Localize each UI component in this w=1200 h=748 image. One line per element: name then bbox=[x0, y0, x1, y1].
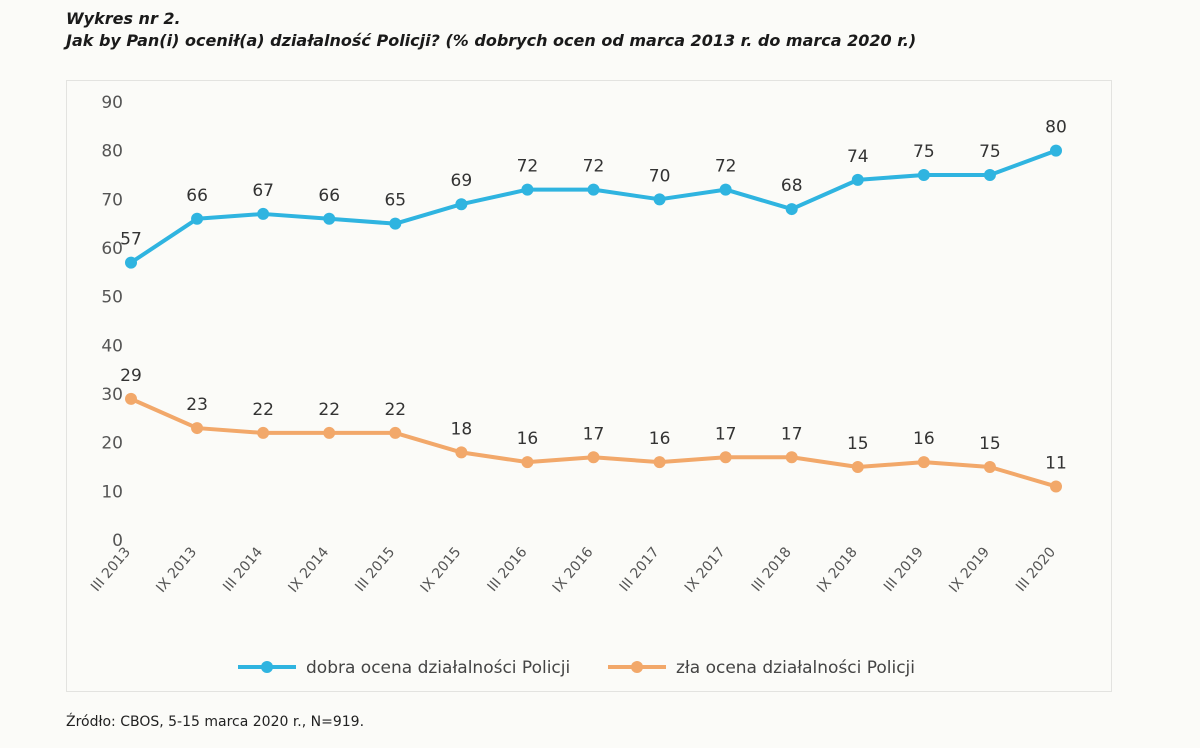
data-point bbox=[521, 183, 534, 196]
data-label: 75 bbox=[913, 142, 935, 162]
legend-label: dobra ocena działalności Policji bbox=[306, 658, 570, 678]
data-label: 75 bbox=[979, 142, 1001, 162]
data-point bbox=[851, 461, 864, 473]
x-tick-label: IX 2018 bbox=[814, 544, 861, 596]
data-label: 11 bbox=[1045, 453, 1067, 473]
chart-heading: Wykres nr 2. Jak by Pan(i) ocenił(a) dzi… bbox=[66, 8, 916, 52]
legend-marker-1 bbox=[261, 661, 273, 673]
x-tick-label: III 2016 bbox=[485, 544, 531, 595]
x-tick-label: IX 2017 bbox=[682, 544, 729, 596]
data-point bbox=[587, 451, 600, 464]
y-tick-label: 90 bbox=[101, 93, 123, 113]
data-label: 22 bbox=[318, 400, 340, 420]
data-label: 17 bbox=[781, 424, 803, 444]
y-tick-label: 10 bbox=[101, 482, 123, 502]
data-point bbox=[719, 451, 732, 464]
x-tick-label: IX 2013 bbox=[153, 544, 200, 596]
data-point bbox=[257, 207, 270, 220]
data-label: 66 bbox=[318, 186, 340, 206]
data-label: 16 bbox=[649, 429, 671, 449]
data-label: 67 bbox=[252, 181, 274, 201]
data-label: 15 bbox=[979, 434, 1001, 454]
x-tick-label: IX 2015 bbox=[418, 544, 465, 596]
data-point bbox=[323, 426, 336, 439]
data-point bbox=[389, 217, 402, 230]
y-tick-label: 70 bbox=[101, 190, 123, 210]
data-label: 16 bbox=[517, 429, 539, 449]
x-tick-label: IX 2014 bbox=[285, 544, 332, 596]
data-point bbox=[653, 456, 666, 469]
data-label: 23 bbox=[186, 395, 208, 415]
source-note: Źródło: CBOS, 5-15 marca 2020 r., N=919. bbox=[66, 714, 365, 730]
data-point bbox=[917, 169, 930, 181]
x-tick-label: III 2014 bbox=[220, 544, 266, 595]
data-label: 72 bbox=[517, 157, 539, 177]
data-label: 74 bbox=[847, 147, 869, 167]
data-point bbox=[455, 198, 468, 211]
x-tick-label: III 2017 bbox=[617, 544, 663, 594]
data-point bbox=[983, 461, 996, 473]
data-point bbox=[587, 183, 600, 196]
data-point bbox=[917, 456, 930, 469]
data-label: 69 bbox=[451, 171, 473, 191]
data-point bbox=[125, 256, 137, 269]
data-label: 18 bbox=[451, 419, 473, 439]
data-point bbox=[257, 426, 270, 439]
y-tick-label: 0 bbox=[112, 531, 123, 551]
x-tick-label: III 2019 bbox=[881, 544, 927, 594]
y-tick-label: 50 bbox=[101, 288, 123, 308]
data-point bbox=[785, 203, 798, 216]
y-tick-label: 60 bbox=[101, 239, 123, 259]
data-point bbox=[653, 193, 666, 206]
x-tick-label: III 2020 bbox=[1013, 544, 1059, 594]
data-label: 17 bbox=[583, 424, 605, 444]
data-point bbox=[455, 446, 468, 459]
data-point bbox=[125, 392, 137, 405]
y-tick-label: 30 bbox=[101, 385, 123, 405]
data-point bbox=[983, 169, 996, 181]
data-label: 29 bbox=[120, 366, 142, 386]
data-label: 57 bbox=[120, 230, 142, 250]
data-label: 72 bbox=[583, 157, 605, 177]
data-label: 70 bbox=[649, 166, 671, 186]
x-tick-label: III 2013 bbox=[88, 544, 134, 594]
data-point bbox=[191, 422, 204, 435]
legend-marker-2 bbox=[631, 661, 643, 673]
data-label: 15 bbox=[847, 434, 869, 454]
data-point bbox=[521, 456, 534, 469]
data-point bbox=[785, 451, 798, 464]
data-point bbox=[191, 212, 204, 225]
data-label: 22 bbox=[384, 400, 406, 420]
data-label: 72 bbox=[715, 157, 737, 177]
data-label: 16 bbox=[913, 429, 935, 449]
chart-frame bbox=[66, 80, 1112, 692]
data-label: 80 bbox=[1045, 118, 1067, 138]
data-label: 22 bbox=[252, 400, 274, 420]
x-tick-label: IX 2016 bbox=[550, 544, 597, 596]
x-tick-label: III 2015 bbox=[352, 544, 398, 594]
data-point bbox=[719, 183, 732, 196]
y-tick-label: 80 bbox=[101, 142, 123, 162]
data-point bbox=[851, 173, 864, 186]
data-point bbox=[1050, 144, 1062, 157]
data-point bbox=[1050, 480, 1062, 493]
data-label: 65 bbox=[384, 191, 406, 211]
x-tick-label: III 2018 bbox=[749, 544, 795, 594]
y-tick-label: 40 bbox=[101, 336, 123, 356]
data-label: 66 bbox=[186, 186, 208, 206]
chart-number: Wykres nr 2. bbox=[66, 9, 181, 28]
data-point bbox=[323, 212, 336, 225]
chart-question: Jak by Pan(i) ocenił(a) działalność Poli… bbox=[66, 31, 917, 50]
x-tick-label: IX 2019 bbox=[946, 544, 993, 596]
legend-label: zła ocena działalności Policji bbox=[676, 658, 915, 678]
y-tick-label: 20 bbox=[101, 434, 123, 454]
data-point bbox=[389, 426, 402, 439]
data-label: 68 bbox=[781, 176, 803, 196]
data-label: 17 bbox=[715, 424, 737, 444]
